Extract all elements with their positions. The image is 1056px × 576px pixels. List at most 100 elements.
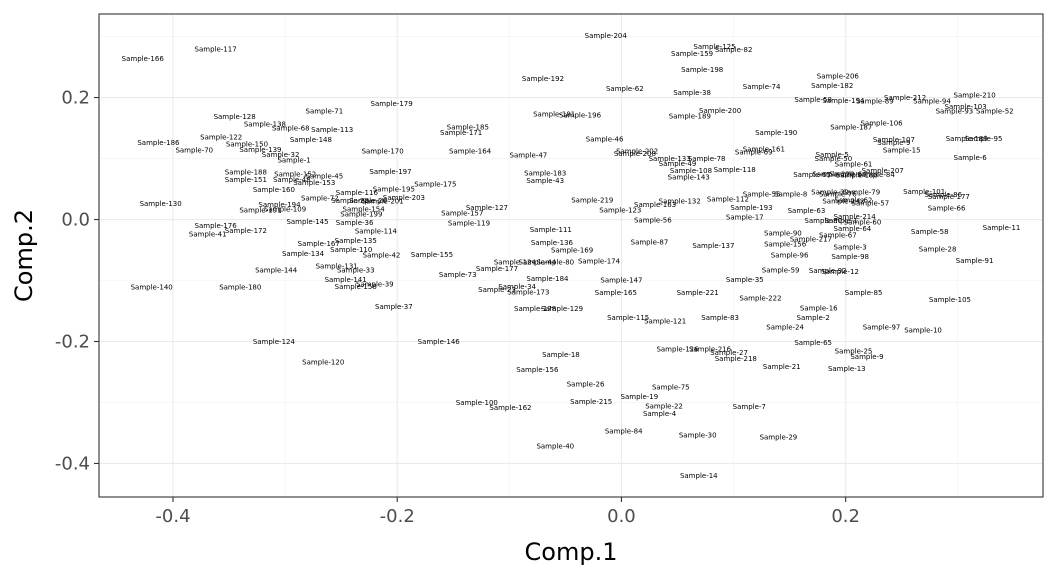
point-label-sample-150: Sample-150 — [226, 140, 268, 148]
point-label-sample-41: Sample-41 — [189, 231, 227, 239]
point-label-sample-36: Sample-36 — [336, 219, 374, 227]
point-label-sample-174: Sample-174 — [578, 257, 621, 265]
point-label-sample-217: Sample-217 — [790, 236, 832, 244]
point-label-sample-192: Sample-192 — [522, 75, 564, 83]
point-label-sample-40: Sample-40 — [536, 442, 574, 450]
point-label-sample-89: Sample-89 — [856, 98, 894, 106]
point-label-sample-128: Sample-128 — [214, 113, 256, 121]
point-label-sample-220: Sample-220 — [812, 170, 854, 178]
point-label-sample-63: Sample-63 — [788, 207, 826, 215]
x-tick-label-1: -0.2 — [380, 506, 415, 527]
point-label-sample-48: Sample-48 — [273, 176, 311, 184]
point-label-sample-57: Sample-57 — [852, 200, 890, 208]
point-label-sample-9b: Sample-9 — [850, 353, 883, 361]
point-label-sample-153: Sample-153 — [293, 179, 335, 187]
point-label-sample-133: Sample-133 — [649, 155, 691, 163]
point-label-sample-21: Sample-21 — [763, 363, 801, 371]
point-label-sample-22: Sample-22 — [645, 403, 683, 411]
point-label-sample-147: Sample-147 — [600, 276, 642, 284]
point-label-sample-35: Sample-35 — [726, 276, 764, 284]
point-label-sample-158: Sample-158 — [335, 283, 377, 291]
point-label-sample-221: Sample-221 — [677, 289, 719, 297]
point-label-sample-177b: Sample-177 — [476, 265, 518, 273]
point-label-sample-62: Sample-62 — [606, 85, 644, 93]
point-label-sample-114: Sample-114 — [355, 228, 398, 236]
point-label-sample-76: Sample-76 — [819, 190, 857, 198]
point-label-sample-202: Sample-202 — [616, 148, 658, 156]
point-label-sample-189: Sample-189 — [669, 112, 711, 120]
point-label-sample-79: Sample-79 — [843, 189, 881, 197]
point-label-sample-134: Sample-134 — [282, 250, 325, 258]
y-tick-label-0: -0.4 — [55, 453, 90, 474]
point-label-sample-39b: Sample-39 — [356, 281, 394, 289]
point-label-sample-16: Sample-16 — [800, 304, 838, 312]
point-label-sample-127: Sample-127 — [466, 204, 508, 212]
point-label-sample-80b: Sample-80 — [536, 259, 574, 267]
point-label-sample-156b: Sample-156 — [764, 240, 807, 248]
point-label-sample-55: Sample-55 — [743, 190, 781, 198]
point-label-sample-46: Sample-46 — [586, 136, 624, 144]
point-label-sample-139: Sample-139 — [239, 146, 281, 154]
point-label-sample-50: Sample-50 — [815, 155, 853, 163]
point-label-sample-122: Sample-122 — [200, 134, 242, 142]
point-label-sample-181: Sample-181 — [533, 111, 575, 119]
point-label-sample-101: Sample-101 — [903, 188, 945, 196]
y-tick-label-1: -0.2 — [55, 331, 90, 352]
point-label-sample-123: Sample-123 — [599, 206, 641, 214]
point-label-sample-142: Sample-142 — [822, 198, 864, 206]
point-label-sample-131: Sample-131 — [316, 262, 358, 270]
point-label-sample-156: Sample-156 — [516, 366, 559, 374]
point-label-sample-66: Sample-66 — [928, 204, 966, 212]
point-label-sample-15: Sample-15 — [883, 146, 921, 154]
point-label-sample-170: Sample-170 — [362, 148, 404, 156]
point-label-sample-189b: Sample-189 — [946, 135, 988, 143]
point-label-sample-95: Sample-95 — [965, 135, 1003, 143]
point-label-sample-129: Sample-129 — [541, 305, 583, 313]
point-label-sample-106: Sample-106 — [860, 120, 903, 128]
point-label-sample-12: Sample-12 — [821, 268, 859, 276]
point-label-sample-82: Sample-82 — [715, 46, 753, 54]
point-label-sample-167: Sample-167 — [298, 240, 340, 248]
point-label-sample-144: Sample-144 — [255, 267, 298, 275]
point-label-sample-151: Sample-151 — [225, 176, 267, 184]
point-label-sample-33: Sample-33 — [337, 267, 375, 275]
point-label-sample-108: Sample-108 — [670, 167, 712, 175]
point-label-sample-4: Sample-4 — [643, 410, 677, 418]
point-label-sample-160: Sample-160 — [253, 186, 295, 194]
point-label-sample-222: Sample-222 — [739, 295, 781, 303]
point-label-sample-27: Sample-27 — [710, 349, 748, 357]
point-label-sample-190: Sample-190 — [755, 129, 797, 137]
point-label-sample-124: Sample-124 — [253, 338, 296, 346]
point-label-sample-140: Sample-140 — [131, 284, 173, 292]
point-label-sample-172: Sample-172 — [225, 227, 267, 235]
point-label-sample-143: Sample-143 — [668, 173, 710, 181]
point-label-sample-10: Sample-10 — [904, 326, 942, 334]
point-label-sample-61: Sample-61 — [835, 161, 873, 169]
point-label-sample-178: Sample-178 — [514, 305, 556, 313]
point-label-sample-204: Sample-204 — [585, 32, 628, 40]
point-label-sample-7: Sample-7 — [733, 403, 766, 411]
point-label-sample-152: Sample-152 — [274, 170, 316, 178]
y-axis-title: Comp.2 — [10, 209, 38, 302]
point-label-sample-42: Sample-42 — [363, 251, 401, 259]
point-label-sample-11: Sample-11 — [983, 224, 1021, 232]
point-label-sample-74: Sample-74 — [743, 83, 781, 91]
x-tick-label-0: -0.4 — [155, 506, 190, 527]
point-label-sample-43: Sample-43 — [526, 177, 564, 185]
point-label-sample-206: Sample-206 — [817, 73, 860, 81]
point-label-sample-105: Sample-105 — [929, 296, 971, 304]
point-label-sample-39: Sample-39 — [811, 189, 849, 197]
point-label-sample-157: Sample-157 — [441, 209, 483, 217]
point-label-sample-180: Sample-180 — [219, 284, 261, 292]
point-label-sample-109: Sample-109 — [264, 206, 306, 214]
point-label-sample-5: Sample-5 — [816, 151, 849, 159]
point-label-sample-86: Sample-86 — [924, 191, 962, 199]
point-label-sample-56: Sample-56 — [634, 217, 672, 225]
point-label-sample-173: Sample-173 — [507, 289, 549, 297]
point-label-sample-3: Sample-3 — [834, 243, 867, 251]
point-label-sample-17: Sample-17 — [726, 214, 764, 222]
point-label-sample-25: Sample-25 — [835, 348, 873, 356]
minor-gridlines — [99, 14, 1043, 497]
point-label-sample-183: Sample-183 — [524, 170, 566, 178]
